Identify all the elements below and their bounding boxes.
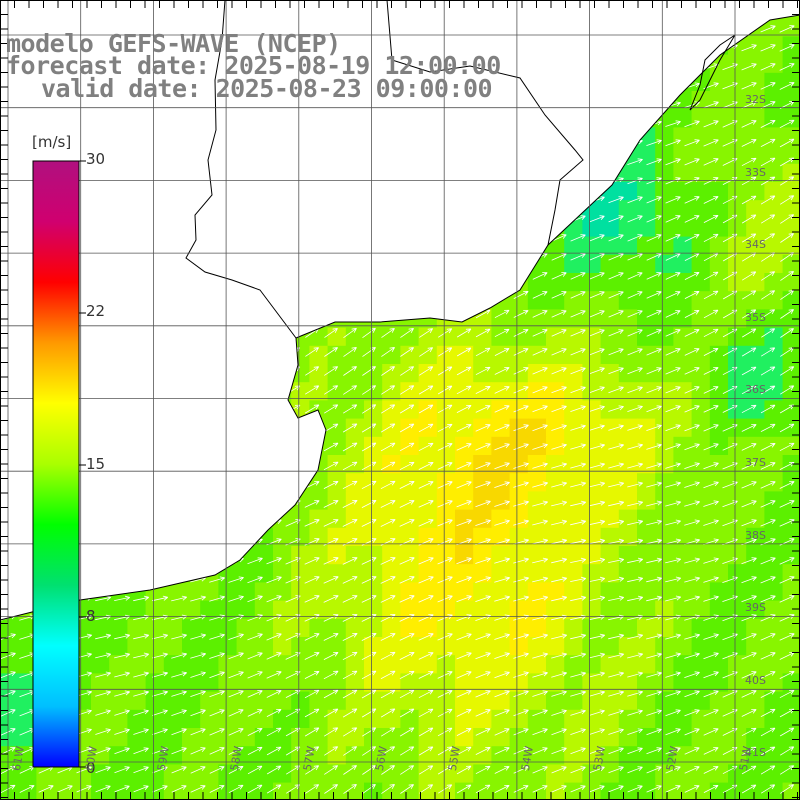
latitude-label: 41S — [745, 746, 766, 759]
border-line — [185, 0, 297, 339]
title-model: modelo GEFS-WAVE (NCEP) — [6, 29, 341, 58]
latitude-label: 33S — [745, 166, 766, 179]
latitude-label: 36S — [745, 383, 766, 396]
border-line — [386, 0, 584, 246]
title-valid-date: valid date: 2025-08-23 09:00:00 — [41, 74, 493, 103]
latitude-label: 34S — [745, 238, 766, 251]
colorbar-tick-label: 8 — [86, 607, 96, 625]
coastline — [0, 14, 800, 621]
title-forecast-date: forecast date: 2025-08-19 12:00:00 — [6, 51, 501, 80]
colorbar-tick-label: 15 — [86, 455, 106, 473]
latitude-label: 35S — [745, 311, 766, 324]
colorbar — [32, 160, 80, 768]
colorbar-tick-label: 0 — [86, 759, 96, 777]
latitude-label: 40S — [745, 674, 766, 687]
latitude-label: 37S — [745, 456, 766, 469]
colorbar-tick-label: 30 — [86, 150, 106, 168]
latitude-label: 39S — [745, 601, 766, 614]
colorbar-ticks — [79, 160, 86, 768]
colorbar-tick-label: 22 — [86, 302, 106, 320]
latitude-label: 38S — [745, 529, 766, 542]
latitude-label: 32S — [745, 93, 766, 106]
colorbar-units: [m/s] — [32, 133, 72, 151]
